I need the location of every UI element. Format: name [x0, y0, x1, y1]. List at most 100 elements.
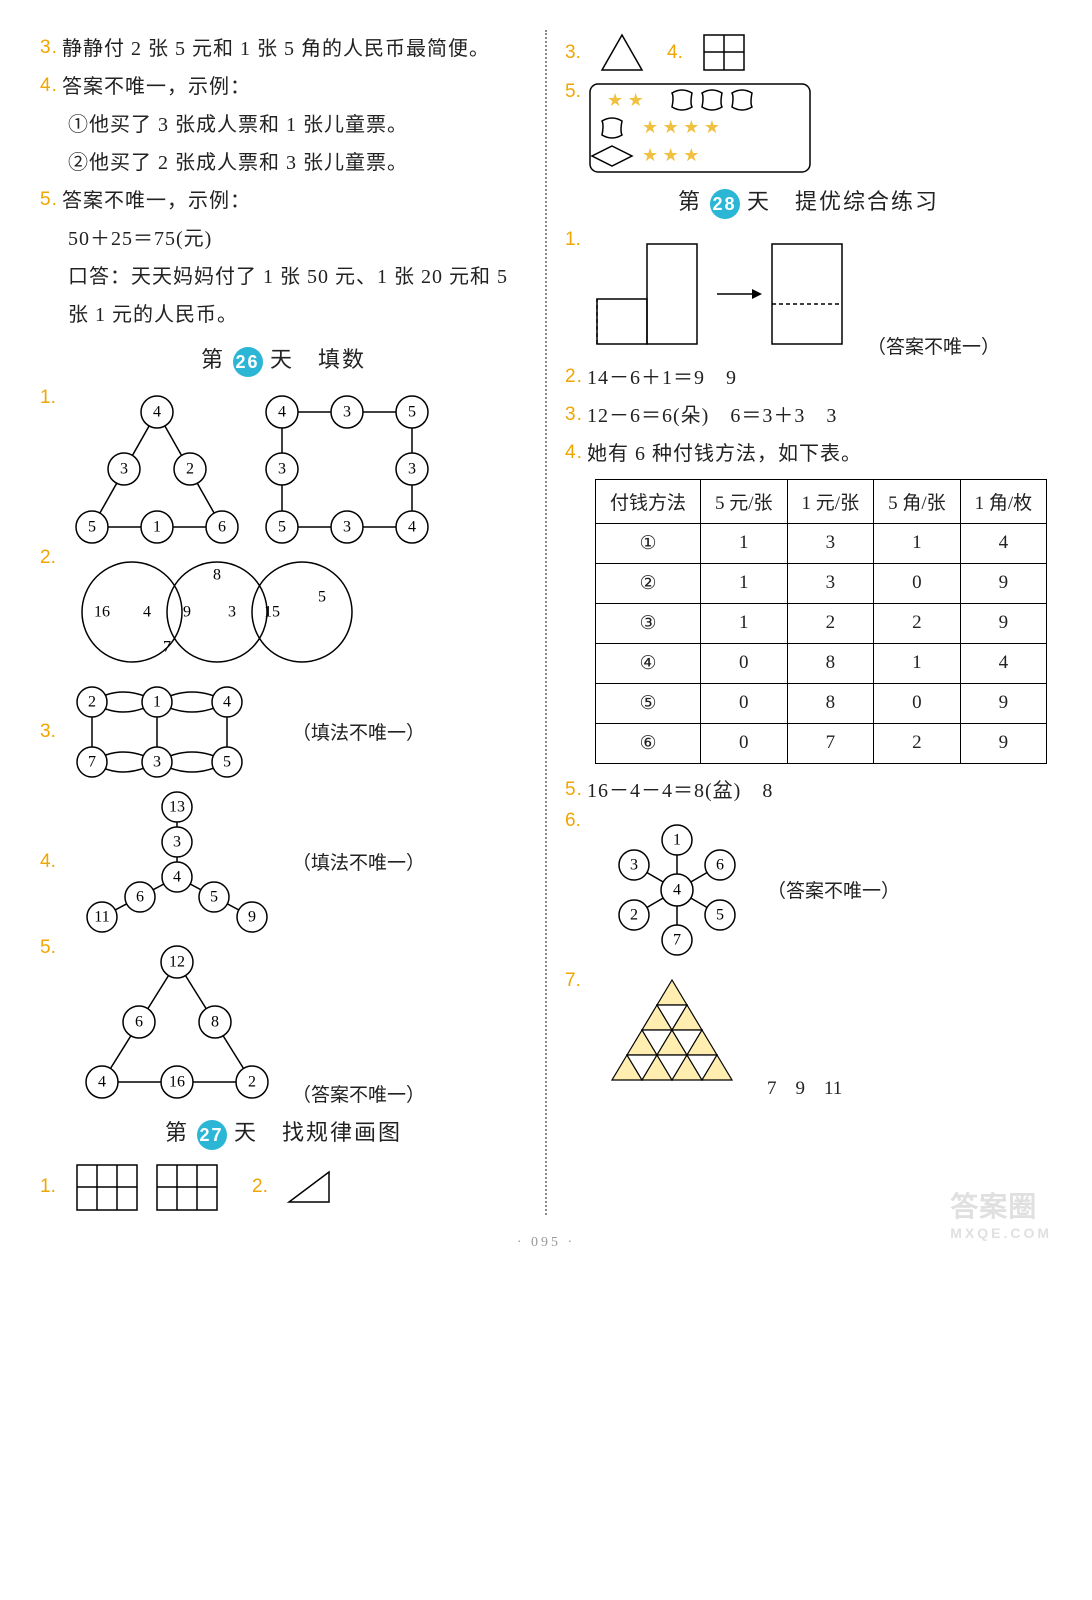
r28-q2: 14－6＋1＝9 9	[587, 367, 737, 389]
q4b: ①他买了 3 张成人票和 1 张儿童票。	[40, 106, 527, 144]
svg-text:4: 4	[278, 403, 286, 420]
svg-text:4: 4	[173, 868, 181, 885]
table-cell: 8	[787, 643, 874, 683]
table-cell: 0	[874, 683, 961, 723]
svg-text:6: 6	[136, 888, 144, 905]
triangle-shape	[284, 1167, 334, 1207]
flower-diagram: 4 1 3 6 2 5 7	[587, 810, 767, 970]
th: 1 角/枚	[960, 479, 1047, 523]
svg-text:1: 1	[673, 831, 681, 848]
rings-diagram: 16 4 9 3 15 5 7 8	[62, 547, 382, 677]
day27-post: 天 找规律画图	[234, 1120, 402, 1145]
svg-text:7: 7	[673, 931, 681, 948]
l-q3-num: 3.	[40, 721, 62, 743]
svg-text:8: 8	[213, 566, 221, 583]
th: 5 角/张	[874, 479, 961, 523]
svg-text:7: 7	[163, 638, 171, 655]
svg-text:2: 2	[88, 693, 96, 710]
svg-text:3: 3	[173, 833, 181, 850]
table-cell: 7	[787, 723, 874, 763]
svg-text:4: 4	[143, 603, 151, 620]
q5c: 口答：天天妈妈付了 1 张 50 元、1 张 20 元和 5 张 1 元的人民币…	[40, 258, 527, 334]
q5a: 答案不唯一，示例：	[62, 190, 251, 212]
day28-post: 天 提优综合练习	[747, 189, 939, 214]
table-cell: 0	[874, 563, 961, 603]
day28-pre: 第	[678, 189, 702, 214]
r28-q7-num: 7.	[565, 970, 587, 992]
shapes-box: ★ ★ ★ ★ ★ ★ ★ ★ ★	[587, 81, 817, 176]
svg-text:13: 13	[169, 798, 185, 815]
r-q4-num: 4.	[667, 42, 689, 64]
svg-text:★ ★ ★: ★ ★ ★	[642, 145, 699, 165]
r28-q4-num: 4.	[565, 435, 587, 471]
table-cell: ①	[596, 523, 701, 563]
svg-text:5: 5	[223, 753, 231, 770]
q3-note: （填法不唯一）	[292, 718, 425, 745]
svg-text:5: 5	[318, 588, 326, 605]
day26-pre: 第	[201, 347, 225, 372]
triangle-icon	[597, 30, 647, 75]
table-cell: 3	[787, 523, 874, 563]
r28-q4: 她有 6 种付钱方法，如下表。	[587, 443, 862, 465]
grid-2	[152, 1160, 222, 1215]
table-cell: 1	[701, 523, 788, 563]
svg-text:3: 3	[153, 753, 161, 770]
svg-text:1: 1	[153, 518, 161, 535]
q5-note: （答案不唯一）	[292, 1080, 425, 1107]
svg-text:5: 5	[88, 518, 96, 535]
day28-title: 第 28 天 提优综合练习	[565, 184, 1052, 219]
square-diagram-1: 4 3 5 3 3 5 3 4	[252, 387, 452, 547]
svg-text:6: 6	[716, 856, 724, 873]
l-q1-num: 1.	[40, 387, 62, 409]
table-cell: 8	[787, 683, 874, 723]
svg-text:3: 3	[278, 460, 286, 477]
svg-text:8: 8	[211, 1013, 219, 1030]
svg-text:2: 2	[630, 906, 638, 923]
svg-text:4: 4	[223, 693, 231, 710]
tree-diagram: 13 3 4 6 11 5 9	[62, 787, 292, 937]
svg-text:3: 3	[343, 403, 351, 420]
d27-q2-num: 2.	[252, 1176, 274, 1198]
grid-2x2	[699, 30, 749, 75]
svg-text:2: 2	[248, 1073, 256, 1090]
svg-text:15: 15	[264, 603, 280, 620]
svg-text:4: 4	[673, 881, 681, 898]
svg-text:3: 3	[408, 460, 416, 477]
table-cell: 9	[960, 563, 1047, 603]
table-cell: 3	[787, 563, 874, 603]
r28-q5: 16－4－4＝8(盆) 8	[587, 780, 773, 802]
r28-q6-num: 6.	[565, 810, 587, 832]
svg-text:★ ★ ★ ★: ★ ★ ★ ★	[642, 117, 720, 137]
r28-q2-num: 2.	[565, 359, 587, 395]
r28-q6-note: （答案不唯一）	[767, 876, 900, 903]
q4c: ②他买了 2 张成人票和 3 张儿童票。	[40, 144, 527, 182]
r28-q3: 12－6＝6(朵) 6＝3＋3 3	[587, 405, 837, 427]
svg-text:11: 11	[94, 908, 109, 925]
q3-text: 静静付 2 张 5 元和 1 张 5 角的人民币最简便。	[62, 38, 490, 60]
day26-badge: 26	[233, 347, 263, 377]
th: 5 元/张	[701, 479, 788, 523]
table-cell: 4	[960, 523, 1047, 563]
watermark: 答案圈 MXQE.COM	[950, 1185, 1052, 1241]
grid-1	[72, 1160, 142, 1215]
table-cell: 1	[701, 603, 788, 643]
day27-badge: 27	[197, 1120, 227, 1150]
table-cell: ②	[596, 563, 701, 603]
svg-text:1: 1	[153, 693, 161, 710]
svg-text:3: 3	[343, 518, 351, 535]
svg-text:4: 4	[408, 518, 416, 535]
svg-text:5: 5	[716, 906, 724, 923]
table-cell: 2	[874, 723, 961, 763]
table-cell: 1	[701, 563, 788, 603]
day27-pre: 第	[165, 1120, 189, 1145]
table-cell: ④	[596, 643, 701, 683]
svg-text:3: 3	[228, 603, 236, 620]
table-cell: 0	[701, 683, 788, 723]
r-q3-num: 3.	[565, 42, 587, 64]
l-q5-num: 5.	[40, 937, 62, 959]
q4a: 答案不唯一，示例：	[62, 76, 251, 98]
r28-q3-num: 3.	[565, 397, 587, 433]
svg-text:6: 6	[218, 518, 226, 535]
triangle-grid	[587, 970, 757, 1100]
l-q4-num: 4.	[40, 851, 62, 873]
